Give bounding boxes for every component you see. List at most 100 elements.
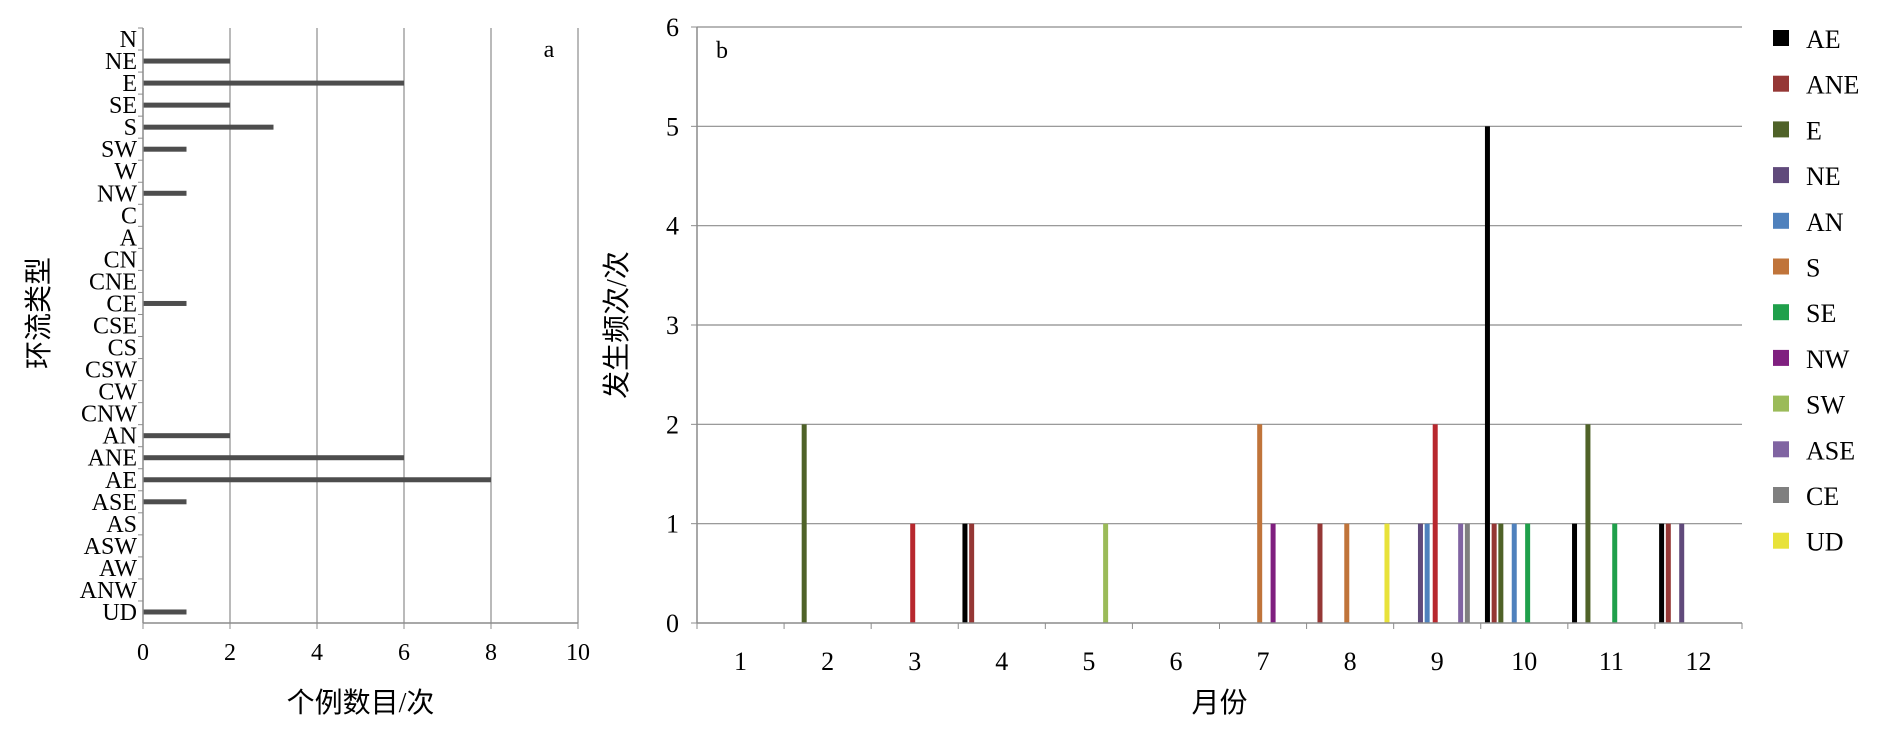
y-tick-label: S	[124, 115, 137, 141]
bar-extra	[910, 523, 916, 623]
legend-swatch	[1773, 487, 1789, 503]
x-tick-label: 8	[1344, 647, 1357, 676]
legend-label: AE	[1806, 25, 1841, 54]
bar-ANE	[1491, 523, 1497, 623]
legend-swatch	[1773, 258, 1789, 275]
x-tick-label: 7	[1257, 647, 1270, 676]
legend-swatch	[1773, 304, 1789, 321]
y-tick-label: CNE	[89, 269, 137, 295]
y-tick-label: CNW	[81, 402, 137, 428]
bar-extra	[1432, 424, 1438, 623]
bar	[143, 300, 187, 306]
y-tick-label: CSW	[85, 358, 137, 384]
y-tick-label: ANW	[80, 578, 138, 604]
legend-swatch	[1773, 121, 1789, 138]
legend-label: ANE	[1806, 71, 1859, 100]
bar-AN	[1424, 523, 1430, 623]
bar	[143, 80, 404, 86]
legend-label: CE	[1806, 482, 1839, 511]
y-tick-label: 2	[666, 410, 679, 439]
x-tick-label: 6	[1169, 647, 1182, 676]
bar-SE	[1612, 523, 1618, 623]
bar-AE	[962, 523, 968, 623]
y-tick-label: ASW	[84, 534, 138, 560]
bar-AE	[1659, 523, 1665, 623]
bar-AE	[1572, 523, 1578, 623]
x-axis-title: 月份	[1191, 687, 1247, 719]
y-tick-label: NW	[97, 181, 137, 207]
y-tick-label: 0	[666, 609, 679, 638]
x-tick-label: 3	[908, 647, 921, 676]
bar	[143, 499, 187, 505]
x-tick-label: 2	[224, 640, 236, 666]
x-tick-label: 5	[1082, 647, 1095, 676]
bar-AN	[1511, 523, 1517, 623]
bar-S	[1344, 523, 1350, 623]
legend-label: UD	[1806, 528, 1844, 557]
y-tick-label: CN	[104, 247, 137, 273]
x-tick-label: 2	[821, 647, 834, 676]
y-tick-label: UD	[102, 600, 137, 626]
x-tick-label: 1	[734, 647, 747, 676]
legend-label: NE	[1806, 162, 1841, 191]
bar-SW	[1103, 523, 1109, 623]
y-tick-label: CE	[106, 291, 137, 317]
bar-ANE	[969, 523, 975, 623]
bar-ANE	[1317, 523, 1323, 623]
y-tick-label: AS	[106, 512, 137, 538]
y-axis-title: 环流类型	[23, 257, 55, 369]
bar-ASE	[1458, 523, 1464, 623]
y-tick-label: W	[114, 159, 137, 185]
y-tick-label: ASE	[92, 490, 137, 516]
x-tick-label: 10	[1511, 647, 1537, 676]
x-tick-label: 11	[1599, 647, 1624, 676]
bar-CE	[1464, 523, 1470, 623]
bar-SE	[1525, 523, 1531, 623]
bar-NE	[1417, 523, 1423, 623]
bar-AE	[1484, 126, 1490, 623]
legend-swatch	[1773, 167, 1789, 184]
legend: AE ANE E NE AN S SE NW SW ASE CE UD	[1773, 25, 1859, 557]
legend-label: SW	[1806, 391, 1845, 420]
y-tick-label: NE	[105, 49, 137, 75]
legend-swatch	[1773, 212, 1789, 229]
y-tick-label: CS	[108, 336, 137, 362]
legend-label: AN	[1806, 208, 1844, 237]
legend-label: ASE	[1806, 436, 1855, 465]
bar-NW	[1270, 523, 1276, 623]
bar	[143, 102, 230, 108]
x-tick-label: 4	[311, 640, 323, 666]
legend-label: E	[1806, 116, 1822, 145]
legend-label: SE	[1806, 299, 1836, 328]
bar	[143, 58, 230, 64]
y-tick-label: A	[120, 225, 138, 251]
panel-a-chart: 0 2 4 6 8 10 NNEESESSWWNWCACNCNECECSECSCSWCWCN…	[23, 27, 590, 719]
legend-label: NW	[1806, 345, 1850, 374]
y-tick-label: AN	[102, 424, 137, 450]
y-tick-label: SE	[109, 93, 137, 119]
x-tick-label: 9	[1431, 647, 1444, 676]
y-tick-label: CW	[98, 380, 137, 406]
y-tick-label: AE	[105, 468, 137, 494]
y-tick-label: N	[120, 27, 137, 53]
bar	[143, 146, 187, 152]
y-tick-label: 4	[666, 212, 679, 241]
x-tick-label: 8	[485, 640, 497, 666]
y-tick-label: ANE	[88, 446, 137, 472]
bar	[143, 433, 230, 439]
y-tick-label: C	[121, 203, 137, 229]
y-tick-label: 6	[666, 13, 679, 42]
x-tick-label: 12	[1685, 647, 1711, 676]
panel-label: a	[544, 37, 555, 63]
x-tick-label: 4	[995, 647, 1008, 676]
bar-NE	[1679, 523, 1685, 623]
legend-swatch	[1773, 395, 1789, 412]
bar	[143, 190, 187, 196]
legend-label: S	[1806, 254, 1820, 283]
bar-S	[1257, 424, 1263, 623]
y-tick-label: 5	[666, 112, 679, 141]
bar-E	[1585, 424, 1591, 623]
